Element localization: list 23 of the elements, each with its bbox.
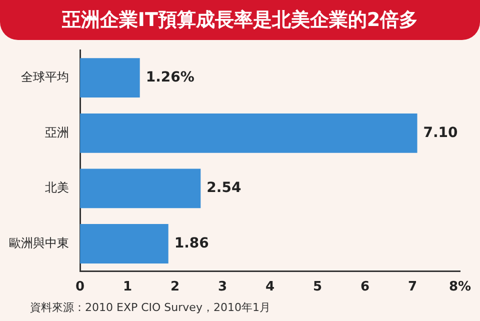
source-note: 資料來源：2010 EXP CIO Survey，2010年1月 [29,300,272,315]
x-tick-label: 4 [265,280,275,295]
data-label: 7.10 [423,124,458,141]
chart-title: 亞洲企業IT預算成長率是北美企業的2倍多 [0,0,480,40]
x-tick-label: 2 [170,280,180,295]
y-tick-label: 全球平均 [21,70,69,84]
x-tick-label: 5 [312,280,322,295]
bar [80,224,168,264]
y-tick-label: 歐洲與中東 [9,236,69,250]
bar [80,168,201,208]
y-tick-label: 北美 [45,180,69,195]
x-tick-label: 1 [122,280,132,295]
bar [80,58,140,98]
bar [80,113,418,153]
x-tick-label: 7 [408,280,418,295]
x-tick-label: 0 [75,280,85,295]
y-tick-label: 亞洲 [45,125,69,140]
x-tick-label: 6 [360,280,370,295]
data-label: 2.54 [206,180,242,196]
data-label: 1.86 [174,235,209,252]
x-tick-label: 3 [218,280,228,295]
x-tick-label: 8% [448,280,472,295]
data-label: 1.26% [146,69,194,86]
